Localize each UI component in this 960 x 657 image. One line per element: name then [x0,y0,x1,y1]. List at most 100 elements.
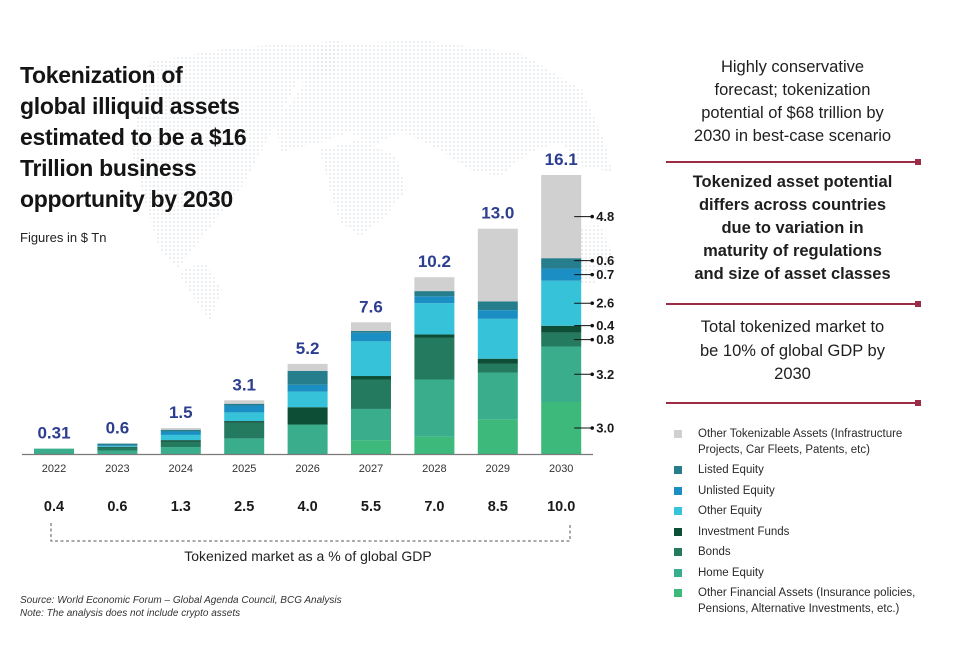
bar-segment-investment-funds-2027 [351,376,391,380]
year-label-2030: 2030 [549,463,573,475]
gdp-percent-2024: 1.3 [171,499,191,515]
stacked-bar-chart: 0.31 0.6 1.5 3.1 5.2 7.6 10.2 13.0 16.1 3.0 3.2 0.… [22,150,615,542]
bar-segment-other-tokenizable-2029 [477,228,518,302]
bar-segment-other-tokenizable-2027 [351,322,391,331]
bar-segment-unlisted-equity-2024 [160,431,201,435]
legend-label: Other Tokenizable Assets (Infrastructure… [698,428,903,456]
gdp-percent-2027: 5.5 [361,499,381,515]
total-label-2026: 5.2 [296,339,320,358]
gdp-percent-2025: 2.5 [234,499,254,515]
bar-segment-bonds-undefined-2024 [160,441,201,448]
total-label-2023: 0.6 [106,419,130,438]
bar-segment-bonds-undefined-2025 [224,422,265,439]
legend-swatch [674,466,682,474]
bar-segment-bonds-undefined-2027 [351,379,391,409]
annotation-label-bonds-undefined: 0.8 [596,332,614,347]
legend-item-bonds-undefined: Bonds [670,544,940,560]
legend-item-home-equity: Home Equity [670,565,940,581]
annotation-dot-other-financial [590,426,594,430]
annotation-dot-unlisted-equity [590,272,594,277]
annotation-dot-listed-equity [590,258,594,263]
gdp-percent-2029: 8.5 [488,499,508,515]
gdp-bracket [50,523,571,542]
bar-segment-investment-funds-2025 [224,421,265,423]
bar-segment-home-equity-2025 [224,438,265,454]
bar-segment-listed-equity-2026 [287,370,328,385]
year-label-2026: 2026 [295,463,319,475]
legend-item-other-equity: Other Equity [670,503,940,519]
note-line: Note: The analysis does not include cryp… [20,608,241,619]
year-tick-labels: 2022 2023 2024 2025 2026 2027 2028 2029 2030 [42,463,574,475]
total-label-2022: 0.31 [37,424,70,443]
total-label-2024: 1.5 [169,403,193,422]
legend-swatch [674,527,682,536]
legend-label: Other Financial Assets (Insurance polici… [698,587,916,615]
legend-item-investment-funds: Investment Funds [670,524,940,540]
bar-segment-other-tokenizable-2024 [160,428,201,430]
gdp-percent-labels: 0.4 0.6 1.3 2.5 4.0 5.5 7.0 8.5 10.0 [44,499,575,515]
bar-segment-other-equity-2023 [97,446,138,448]
bar-segment-investment-funds-2029 [477,358,518,364]
bar-segment-home-equity-2023 [97,450,138,454]
map-south-america [178,262,222,320]
bar-segment-listed-equity-2030 [541,258,582,269]
bar-segment-listed-equity-2027 [351,330,391,333]
segment-annotations-2030: 3.0 3.2 0.80.4 2.6 0.70.6 4.8 [574,209,615,436]
bar-segment-unlisted-equity-2027 [351,332,391,342]
annotation-label-unlisted-equity: 0.7 [596,267,614,282]
divider-3 [666,400,921,406]
bar-segment-investment-funds-2023 [97,447,138,448]
bar-segment-home-equity-2028 [414,379,455,437]
gdp-share-callout: Total tokenized market to be 10% of glob… [700,318,885,383]
gdp-percent-2030: 10.0 [547,499,575,515]
bar-segment-other-equity-2025 [224,412,265,422]
year-label-2023: 2023 [105,463,129,475]
chart-legend: Other Tokenizable Assets (Infrastructure… [670,426,940,622]
legend-swatch [674,430,682,438]
legend-label: Investment Funds [698,525,790,538]
country-variation-callout: Tokenized asset potential differs across… [692,173,893,283]
bar-segment-other-equity-2027 [351,341,391,377]
legend-swatch [674,507,682,515]
annotation-label-listed-equity: 0.6 [596,253,614,268]
bar-segment-other-tokenizable-2026 [287,363,328,371]
bar-segment-bonds-undefined-2023 [97,447,138,451]
annotation-dot-other-tokenizable [590,214,594,219]
legend-label: Bonds [698,546,731,558]
gdp-percent-2026: 4.0 [298,499,318,515]
annotation-label-other-tokenizable: 4.8 [596,209,614,224]
bar-segment-home-equity-2026 [287,424,328,454]
annotation-label-other-financial: 3.0 [596,421,614,436]
annotation-label-other-equity: 2.6 [596,296,614,311]
total-labels: 0.31 0.6 1.5 3.1 5.2 7.6 10.2 13.0 16.1 [37,150,577,443]
bar-segment-home-equity-2029 [477,372,518,420]
bar-segment-unlisted-equity-2025 [224,405,265,413]
bar-segment-bonds-undefined-2029 [477,363,518,373]
bar-segment-other-equity-2024 [160,434,201,441]
total-label-2028: 10.2 [418,252,451,271]
annotation-dot-bonds-undefined [590,337,594,342]
forecast-callout: Highly conservative forecast; tokenizati… [693,58,892,145]
bar-segment-other-equity-2026 [287,391,328,408]
bar-segment-unlisted-equity-2030 [541,268,582,281]
total-label-2029: 13.0 [481,204,514,223]
units-note: Figures in $ Tn [20,230,107,245]
bar-segment-home-equity-2024 [160,447,201,454]
legend-item-other-tokenizable: Other Tokenizable Assets (Infrastructure… [670,426,940,458]
bar-segment-bonds-undefined-2030 [541,332,582,347]
bar-segment-listed-equity-2025 [224,403,265,406]
total-label-2027: 7.6 [359,297,383,316]
annotation-label-home-equity: 3.2 [596,367,614,382]
chart-title: Tokenization of global illiquid assets e… [20,62,247,212]
bar-segment-unlisted-equity-2028 [414,296,455,304]
map-eurasia [276,40,612,176]
legend-label: Listed Equity [698,464,764,476]
legend-swatch [674,486,682,495]
bar-segment-other-financial-2027 [351,440,391,454]
annotation-dot-other-equity [590,301,594,306]
map-north-america [132,44,302,268]
year-label-2029: 2029 [486,463,510,475]
legend-item-unlisted-equity: Unlisted Equity [670,483,940,499]
legend-item-listed-equity: Listed Equity [670,462,940,478]
